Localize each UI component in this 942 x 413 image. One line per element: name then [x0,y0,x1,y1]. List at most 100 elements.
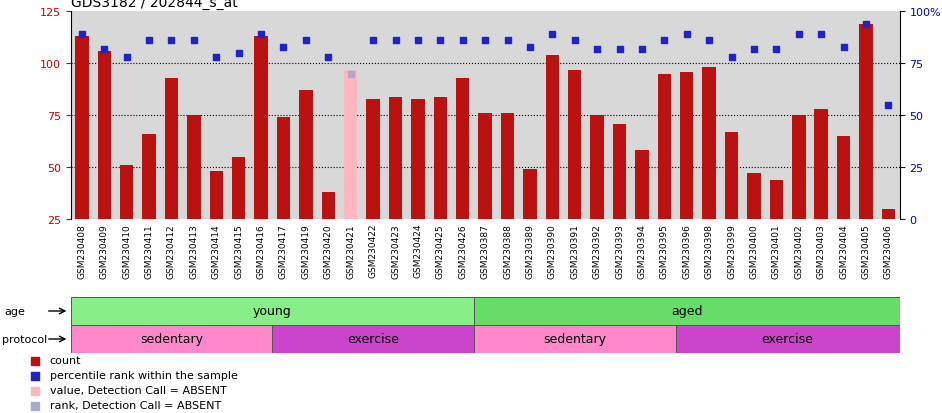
Point [97,46,112,53]
Text: GSM230403: GSM230403 [817,223,826,278]
Point [365,40,380,46]
Text: exercise: exercise [762,333,814,346]
Bar [456,78,469,271]
Text: GSM230411: GSM230411 [144,223,154,278]
Point [253,32,268,38]
Text: GSM230421: GSM230421 [347,223,355,278]
Point [365,38,381,45]
Text: GSM230391: GSM230391 [570,223,579,278]
Text: GSM230395: GSM230395 [659,223,669,278]
Point [209,55,224,61]
Bar [859,25,872,271]
Text: GSM230419: GSM230419 [301,223,311,278]
Text: GSM230423: GSM230423 [391,223,400,278]
Bar [165,78,178,271]
Bar [232,157,246,271]
Bar [254,37,268,271]
Point [365,176,380,182]
Point [679,32,694,38]
Point [299,38,314,45]
Text: GSM230399: GSM230399 [727,223,736,278]
Text: GSM230410: GSM230410 [122,223,131,278]
Bar [412,100,425,271]
Point [187,38,202,45]
Text: young: young [252,305,292,318]
Text: GSM230417: GSM230417 [279,223,288,278]
Bar [75,37,89,271]
Point [74,32,89,38]
Bar [545,56,559,271]
Bar [815,110,828,271]
Text: age: age [5,306,25,316]
Point [523,44,538,51]
Bar [680,72,693,271]
Text: GSM230406: GSM230406 [884,223,893,278]
Point [634,46,649,53]
Bar [724,133,739,271]
Bar [277,118,290,271]
Text: GSM230398: GSM230398 [705,223,714,278]
Point [119,55,134,61]
Text: GSM230420: GSM230420 [324,223,333,278]
Bar [98,52,111,271]
Bar [613,124,626,271]
Text: GSM230424: GSM230424 [414,223,422,278]
Point [321,55,336,61]
Bar [474,325,675,353]
Bar [120,166,134,271]
Bar [272,325,474,353]
Point [814,32,829,38]
Point [276,44,291,51]
Point [702,38,717,45]
Bar [389,97,402,271]
Text: GSM230412: GSM230412 [167,223,176,278]
Point [724,55,739,61]
Point [411,38,426,45]
Bar [344,70,357,271]
Bar [792,116,805,271]
Bar [675,325,900,353]
Text: GSM230415: GSM230415 [235,223,243,278]
Text: GSM230409: GSM230409 [100,223,108,278]
Text: sedentary: sedentary [544,333,607,346]
Text: GSM230392: GSM230392 [593,223,602,278]
Point [858,21,873,28]
Bar [474,297,900,325]
Point [231,50,246,57]
Text: GSM230425: GSM230425 [436,223,445,278]
Text: sedentary: sedentary [140,333,203,346]
Point [567,38,582,45]
Bar [747,174,761,271]
Bar [71,297,474,325]
Point [881,102,896,109]
Text: value, Detection Call = ABSENT: value, Detection Call = ABSENT [50,386,226,396]
Bar [142,135,155,271]
Bar [658,74,671,271]
Point [432,38,447,45]
Bar [568,70,581,271]
Text: GSM230390: GSM230390 [548,223,557,278]
Text: GSM230405: GSM230405 [862,223,870,278]
Bar [836,137,851,271]
Bar [187,116,201,271]
Bar [635,151,649,271]
Point [544,32,560,38]
Text: GSM230394: GSM230394 [638,223,646,278]
Text: percentile rank within the sample: percentile rank within the sample [50,370,237,380]
Text: GSM230402: GSM230402 [794,223,804,278]
Bar [433,97,447,271]
Point [657,38,672,45]
Point [791,32,806,38]
Text: exercise: exercise [348,333,399,346]
Bar [523,170,537,271]
Text: GSM230401: GSM230401 [771,223,781,278]
Text: GSM230413: GSM230413 [189,223,199,278]
Text: protocol: protocol [2,334,47,344]
Text: GSM230387: GSM230387 [480,223,490,278]
Bar [703,68,716,271]
Bar [321,192,335,271]
Point [343,71,358,78]
Point [141,38,156,45]
Point [478,38,493,45]
Text: GSM230414: GSM230414 [212,223,220,278]
